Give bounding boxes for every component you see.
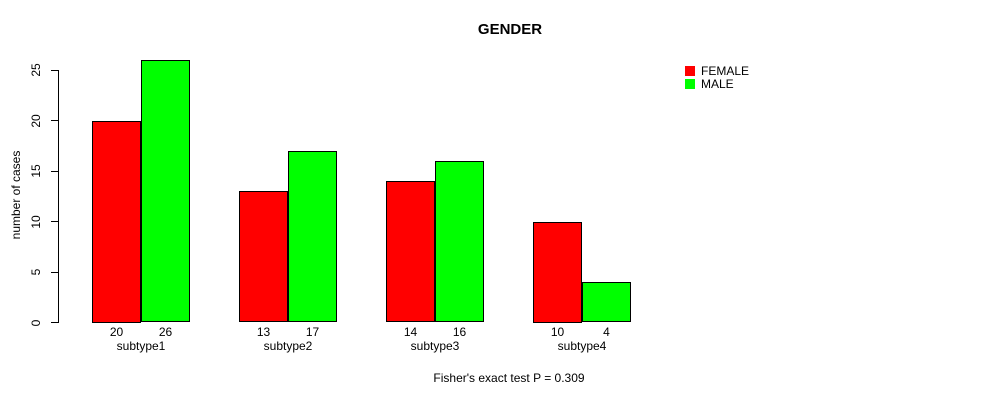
y-tick-label: 0	[28, 319, 43, 326]
legend: FEMALE MALE	[685, 65, 749, 90]
y-tick	[51, 120, 59, 121]
x-category-label: subtype1	[116, 338, 166, 353]
bar-male-subtype3	[435, 160, 484, 323]
bar-value-label: 16	[452, 324, 467, 339]
bar-value-label: 26	[158, 324, 173, 339]
bar-value-label: 20	[109, 324, 124, 339]
chart-title: GENDER	[477, 21, 543, 38]
bar-value-label: 14	[403, 324, 418, 339]
y-tick	[51, 69, 59, 71]
bar-female-subtype4	[533, 221, 582, 323]
y-tick-label: 15	[28, 164, 43, 178]
legend-swatch-male	[685, 78, 695, 89]
legend-item-female: FEMALE	[685, 65, 749, 78]
bar-female-subtype1	[92, 120, 141, 323]
bar-male-subtype2	[288, 150, 337, 323]
x-category-label: subtype4	[557, 338, 607, 353]
bar-female-subtype2	[239, 191, 288, 323]
y-axis-label: number of cases	[9, 150, 23, 240]
legend-item-male: MALE	[685, 78, 749, 91]
bar-value-label: 4	[603, 324, 610, 339]
x-category-label: subtype2	[263, 338, 313, 353]
y-tick	[51, 322, 59, 323]
bar-female-subtype3	[386, 181, 435, 323]
legend-label: MALE	[701, 76, 734, 91]
legend-label: FEMALE	[701, 64, 750, 79]
y-tick-label: 20	[28, 113, 43, 128]
legend-swatch-female	[685, 66, 695, 77]
y-tick-label: 10	[28, 214, 43, 229]
y-axis-line	[58, 70, 59, 323]
bar-value-label: 10	[550, 324, 565, 339]
y-tick	[51, 221, 59, 222]
x-category-label: subtype3	[410, 338, 460, 353]
y-tick-label: 25	[28, 63, 43, 77]
bar-value-label: 13	[256, 324, 271, 339]
y-tick	[51, 170, 59, 172]
caption: Fisher's exact test P = 0.309	[433, 370, 585, 385]
bar-male-subtype4	[582, 282, 631, 323]
bar-value-label: 17	[305, 324, 320, 339]
y-tick	[51, 271, 59, 273]
y-tick-label: 5	[28, 268, 43, 276]
bar-male-subtype1	[141, 59, 190, 323]
